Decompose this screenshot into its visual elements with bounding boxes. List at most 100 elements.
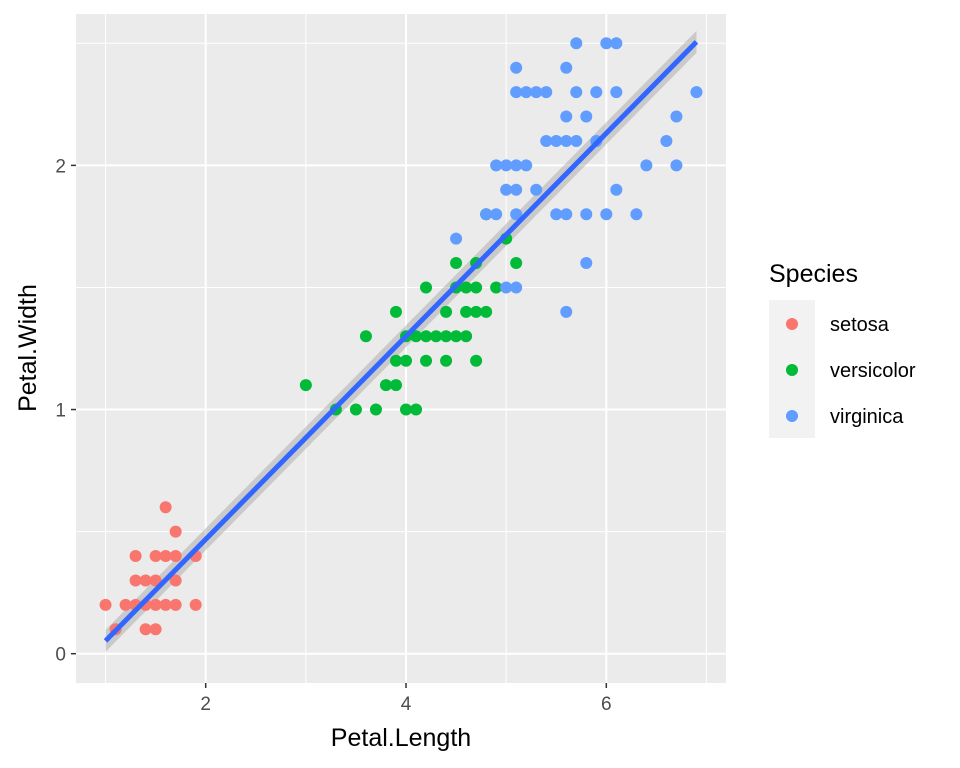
data-point-versicolor: [440, 330, 453, 343]
data-point-versicolor: [379, 379, 392, 392]
data-point-setosa: [139, 623, 152, 636]
legend-key-setosa: [786, 318, 798, 330]
data-point-versicolor: [490, 281, 503, 294]
data-point-virginica: [570, 134, 583, 147]
legend-key-versicolor: [786, 364, 798, 376]
data-point-setosa: [169, 574, 182, 587]
data-point-versicolor: [410, 330, 423, 343]
data-point-virginica: [560, 110, 573, 123]
data-point-versicolor: [430, 330, 443, 343]
data-point-virginica: [510, 183, 523, 196]
axis-ticks: 2 4 6 0 1 2: [55, 156, 611, 715]
data-point-versicolor: [440, 354, 453, 367]
data-point-virginica: [490, 208, 503, 221]
data-point-virginica: [510, 208, 523, 221]
data-point-versicolor: [420, 354, 433, 367]
data-point-setosa: [149, 574, 162, 587]
y-tick-label: 1: [55, 401, 66, 422]
data-point-virginica: [480, 208, 493, 221]
legend-label-versicolor: versicolor: [830, 360, 916, 382]
data-point-virginica: [560, 61, 573, 74]
data-point-virginica: [580, 110, 593, 123]
data-point-virginica: [570, 37, 583, 50]
data-point-virginica: [580, 208, 593, 221]
y-tick-label: 2: [55, 156, 66, 177]
grid-major: [76, 14, 726, 683]
data-point-virginica: [600, 208, 613, 221]
data-point-versicolor: [349, 403, 362, 416]
data-point-virginica: [530, 183, 543, 196]
data-point-setosa: [149, 598, 162, 611]
data-point-virginica: [510, 61, 523, 74]
y-tick-label: 0: [55, 645, 66, 666]
plot-panel: [76, 14, 726, 683]
data-point-virginica: [530, 86, 543, 99]
legend-label-setosa: setosa: [830, 314, 890, 336]
data-point-versicolor: [389, 379, 402, 392]
data-point-setosa: [139, 574, 152, 587]
data-point-setosa: [129, 574, 142, 587]
data-point-versicolor: [480, 305, 493, 318]
data-point-virginica: [490, 159, 503, 172]
data-point-virginica: [610, 37, 623, 50]
data-point-setosa: [119, 598, 132, 611]
data-point-setosa: [99, 598, 112, 611]
data-point-setosa: [159, 550, 172, 563]
data-point-versicolor: [450, 330, 463, 343]
data-point-virginica: [500, 159, 513, 172]
data-point-virginica: [640, 159, 653, 172]
data-point-versicolor: [470, 305, 483, 318]
y-axis-title: Petal.Width: [14, 284, 42, 412]
data-point-virginica: [610, 183, 623, 196]
data-point-virginica: [670, 159, 683, 172]
data-point-setosa: [169, 550, 182, 563]
data-point-virginica: [500, 281, 513, 294]
data-point-versicolor: [420, 281, 433, 294]
data-point-virginica: [560, 134, 573, 147]
data-point-versicolor: [359, 330, 372, 343]
data-point-versicolor: [460, 305, 473, 318]
legend-key-virginica: [786, 410, 798, 422]
data-point-versicolor: [470, 281, 483, 294]
data-point-versicolor: [389, 305, 402, 318]
data-point-virginica: [560, 208, 573, 221]
data-point-virginica: [510, 159, 523, 172]
data-point-versicolor: [450, 257, 463, 270]
data-point-setosa: [169, 525, 182, 538]
data-points: [99, 37, 703, 636]
x-axis-title: Petal.Length: [331, 724, 471, 752]
legend: Species setosa versicolor virginica: [769, 260, 916, 438]
legend-title: Species: [769, 260, 858, 288]
data-point-setosa: [189, 598, 202, 611]
data-point-versicolor: [440, 305, 453, 318]
data-point-virginica: [500, 183, 513, 196]
regression-line: [103, 40, 699, 643]
data-point-versicolor: [400, 403, 413, 416]
data-point-virginica: [600, 37, 613, 50]
data-point-versicolor: [420, 330, 433, 343]
data-point-virginica: [690, 86, 703, 99]
data-point-setosa: [149, 550, 162, 563]
data-point-virginica: [540, 134, 553, 147]
data-point-versicolor: [389, 354, 402, 367]
legend-items: setosa versicolor virginica: [786, 314, 916, 428]
data-point-virginica: [520, 86, 533, 99]
data-point-virginica: [520, 159, 533, 172]
data-point-setosa: [129, 550, 142, 563]
data-point-setosa: [149, 623, 162, 636]
data-point-versicolor: [460, 330, 473, 343]
data-point-virginica: [630, 208, 643, 221]
data-point-versicolor: [510, 257, 523, 270]
data-point-virginica: [560, 305, 573, 318]
data-point-versicolor: [470, 354, 483, 367]
data-point-virginica: [540, 86, 553, 99]
data-point-virginica: [660, 134, 673, 147]
data-point-virginica: [550, 134, 563, 147]
data-point-versicolor: [400, 354, 413, 367]
data-point-versicolor: [410, 403, 423, 416]
data-point-virginica: [570, 86, 583, 99]
data-point-versicolor: [299, 379, 312, 392]
data-point-virginica: [550, 208, 563, 221]
data-point-setosa: [169, 598, 182, 611]
